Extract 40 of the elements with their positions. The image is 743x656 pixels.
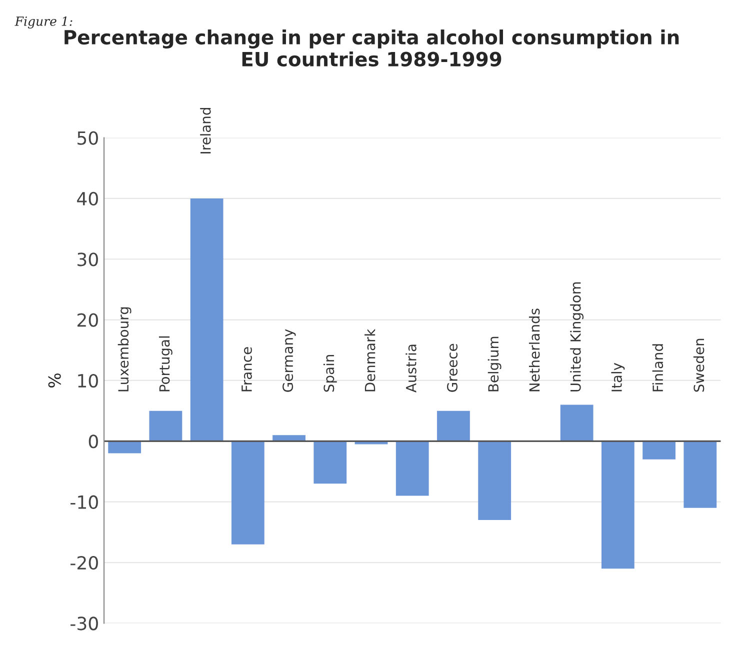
x-tick-label: Belgium: [488, 336, 502, 392]
y-tick-label: 10: [78, 374, 98, 388]
bar: [396, 441, 429, 496]
x-tick-label: Finland: [652, 344, 664, 392]
bar: [149, 410, 182, 442]
bar: [560, 404, 594, 442]
x-tick-label: Germany: [282, 329, 296, 392]
y-tick-label: 30: [78, 252, 98, 266]
y-tick-label: -20: [70, 556, 98, 570]
bar: [642, 441, 676, 460]
y-tick-label: 20: [78, 313, 98, 327]
bar: [684, 441, 717, 508]
x-tick-label: Spain: [323, 354, 337, 392]
bar: [272, 435, 306, 442]
y-tick-label: 40: [77, 192, 98, 206]
x-tick-label: Austria: [406, 344, 416, 393]
chart-title: Percentage change in per capita alcohol consumption in EU countries 1989-1999: [64, 30, 679, 66]
x-tick-label: France: [242, 347, 252, 392]
bar: [108, 441, 142, 454]
bar: [601, 441, 634, 569]
x-tick-label: Sweden: [693, 338, 704, 392]
x-tick-label: Italy: [611, 362, 625, 392]
y-tick-label: -30: [70, 616, 98, 630]
y-axis-title: %: [48, 373, 61, 388]
x-tick-label: Ireland: [200, 108, 211, 154]
y-tick-label: 50: [78, 131, 98, 145]
bar: [190, 198, 224, 442]
x-tick-label: United Kingdom: [570, 282, 584, 392]
x-tick-label: Denmark: [364, 328, 376, 392]
caption: Figure 1:: [14, 16, 72, 28]
bar: [437, 410, 470, 442]
x-tick-label: Greece: [447, 344, 458, 392]
x-tick-label: Netherlands: [528, 308, 540, 392]
bar: [314, 441, 347, 484]
y-tick-label: 0: [88, 434, 98, 448]
bar: [478, 441, 512, 520]
bar: [231, 441, 264, 544]
x-tick-label: Luxembourg: [118, 307, 132, 392]
y-tick-label: -10: [70, 495, 98, 509]
x-tick-label: Portugal: [158, 336, 172, 392]
